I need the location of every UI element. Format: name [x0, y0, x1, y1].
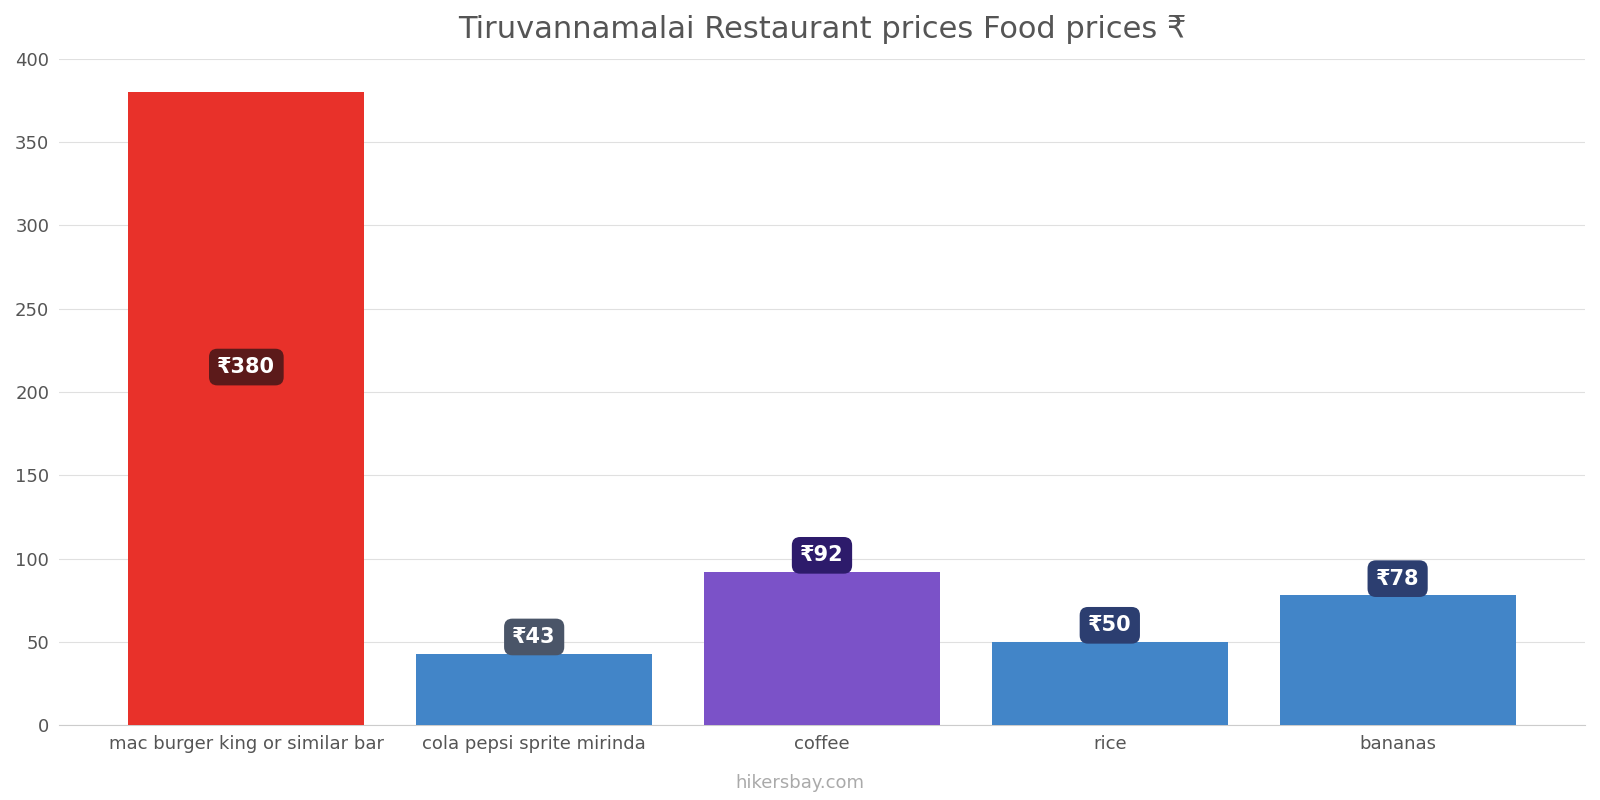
Text: hikersbay.com: hikersbay.com: [736, 774, 864, 792]
Text: ₹43: ₹43: [512, 627, 555, 647]
Bar: [704, 572, 939, 726]
Text: ₹78: ₹78: [1376, 569, 1419, 589]
Text: ₹50: ₹50: [1088, 615, 1131, 635]
Bar: [416, 654, 653, 726]
Bar: [992, 642, 1227, 726]
Bar: [1280, 595, 1515, 726]
Bar: [128, 92, 365, 726]
Title: Tiruvannamalai Restaurant prices Food prices ₹: Tiruvannamalai Restaurant prices Food pr…: [458, 15, 1186, 44]
Text: ₹92: ₹92: [800, 546, 843, 566]
Text: ₹380: ₹380: [218, 357, 275, 377]
